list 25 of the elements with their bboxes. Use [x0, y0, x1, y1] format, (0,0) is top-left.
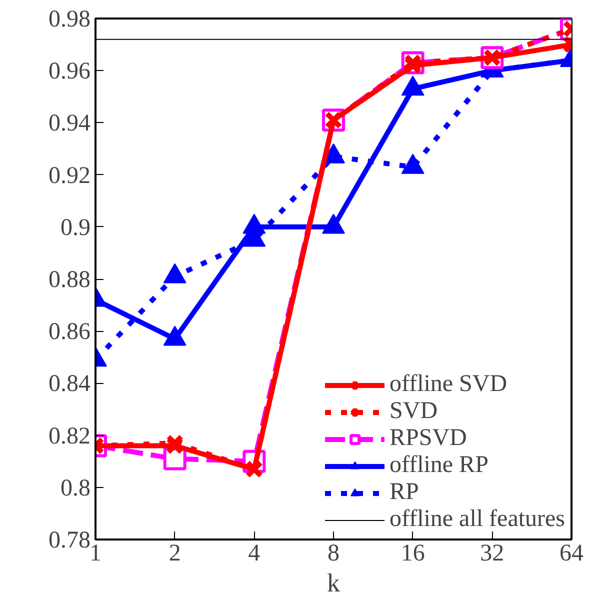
x-tick-label: 64 [560, 540, 584, 566]
legend-label: SVD [390, 398, 438, 425]
y-tick-label: 0.88 [48, 267, 90, 293]
x-tick-label: 8 [328, 540, 340, 566]
y-tick-label: 0.9 [60, 214, 90, 241]
y-tick-label: 0.78 [48, 528, 90, 554]
legend-label: offline RP [390, 452, 488, 479]
y-tick-label: 0.92 [48, 162, 90, 189]
x-tick-label: 2 [168, 540, 181, 566]
y-tick-label: 0.98 [48, 6, 90, 32]
x-tick-label: 1 [90, 540, 102, 566]
x-tick-label: 4 [248, 540, 260, 566]
y-tick-label: 0.82 [48, 423, 90, 450]
y-tick-label: 0.86 [48, 319, 90, 346]
y-tick-label: 0.96 [48, 58, 90, 85]
legend-label: RPSVD [390, 425, 467, 452]
legend-label: RP [390, 479, 419, 506]
x-tick-label: 32 [480, 540, 504, 566]
y-tick-label: 0.94 [48, 110, 90, 137]
y-tick-label: 0.84 [48, 371, 90, 398]
y-tick-label: 0.8 [60, 475, 90, 502]
legend-label: offline SVD [390, 371, 508, 398]
legend-label: offline all features [390, 506, 565, 533]
x-axis-title: k [327, 568, 340, 598]
x-tick-label: 16 [400, 540, 425, 566]
